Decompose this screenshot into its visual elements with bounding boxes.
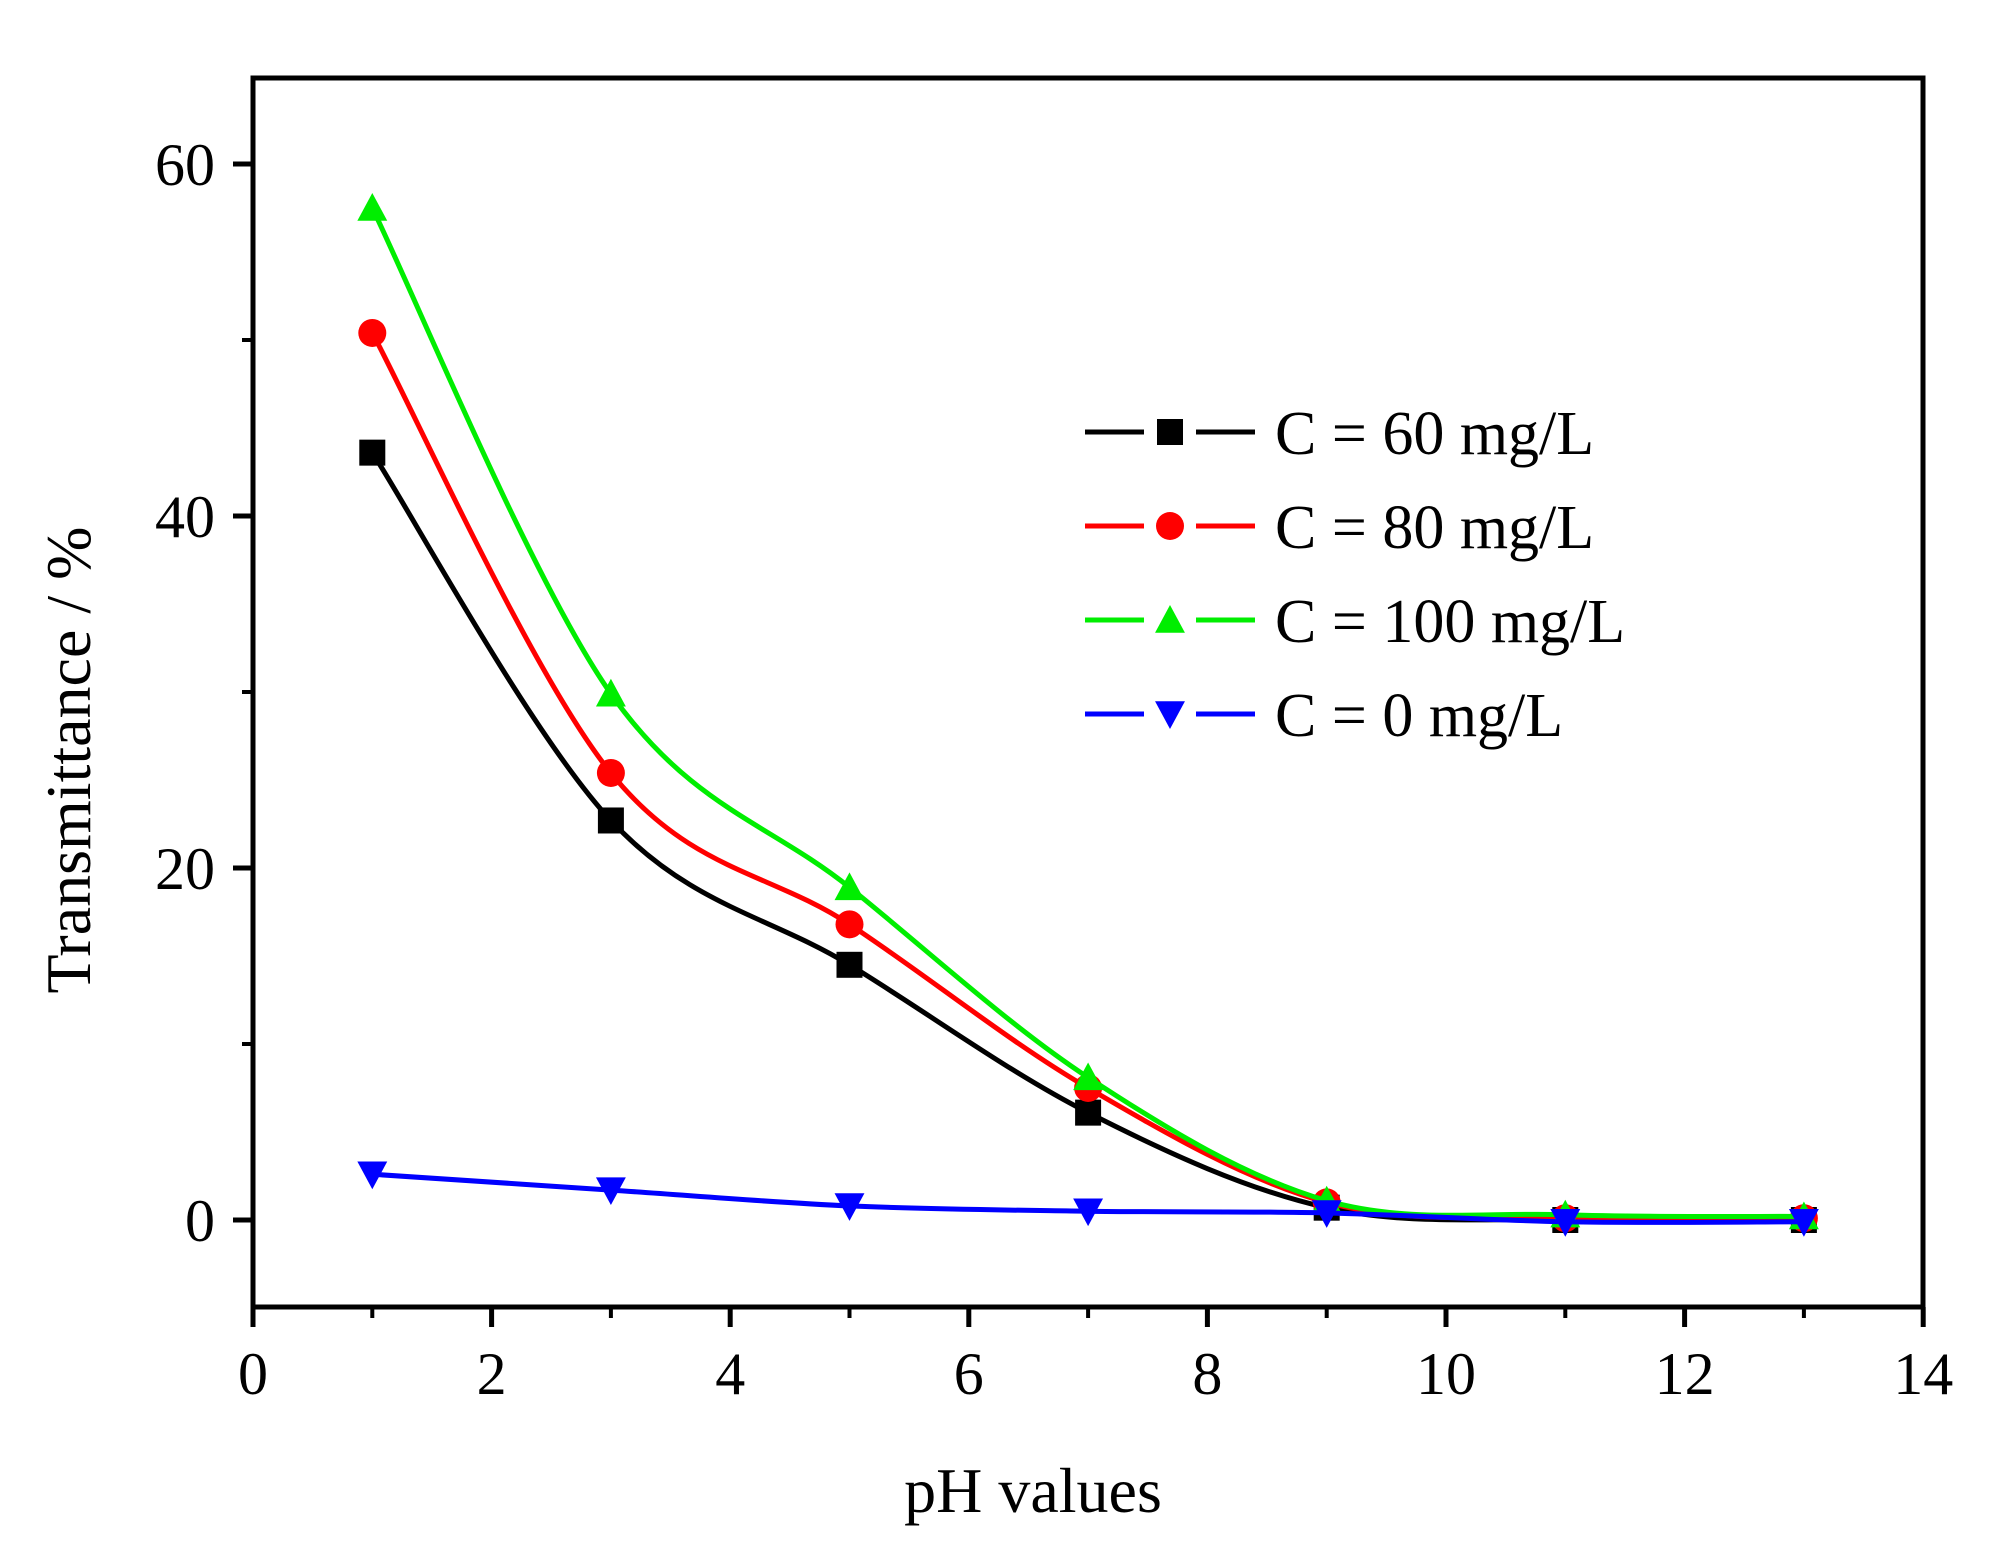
series-group [357, 193, 1819, 1237]
legend-marker-2 [1155, 605, 1185, 633]
series-line-1 [370, 331, 1804, 1222]
x-tick-label-8: 8 [1192, 1341, 1222, 1407]
legend-item-2: C = 100 mg/L [1085, 588, 1625, 656]
y-axis-title: Transmittance / % [33, 527, 104, 994]
data-point-s0-x3 [597, 807, 624, 834]
data-point-s0-x1 [359, 439, 386, 466]
data-point-s1-x3 [596, 758, 625, 787]
y-tick-label-20: 20 [155, 836, 215, 902]
legend: C = 60 mg/L C = 80 mg/L C = 100 mg/L C = 0 … [1085, 400, 1625, 750]
data-point-s0-x7 [1075, 1099, 1102, 1126]
x-tick-label-14: 14 [1893, 1341, 1953, 1407]
legend-marker-3 [1155, 701, 1185, 729]
legend-label-3: C = 0 mg/L [1275, 682, 1563, 750]
legend-item-1: C = 80 mg/L [1085, 494, 1594, 562]
data-point-s2-x1 [357, 193, 388, 221]
legend-item-0: C = 60 mg/L [1085, 400, 1594, 468]
series-1 [358, 318, 1818, 1233]
y-tick-label-40: 40 [155, 484, 215, 550]
series-3 [357, 1161, 1819, 1237]
series-2 [357, 193, 1819, 1230]
data-point-s3-x13 [1788, 1209, 1819, 1237]
data-point-s3-x9 [1311, 1200, 1342, 1228]
data-point-s2-x5 [834, 872, 865, 901]
x-tick-label-2: 2 [477, 1341, 507, 1407]
legend-marker-0 [1157, 419, 1183, 445]
data-point-s1-x5 [835, 910, 864, 939]
legend-item-3: C = 0 mg/L [1085, 682, 1563, 750]
x-tick-label-4: 4 [715, 1341, 745, 1407]
legend-label-0: C = 60 mg/L [1275, 400, 1594, 468]
data-point-s3-x7 [1073, 1198, 1104, 1227]
data-point-s3-x5 [834, 1193, 865, 1221]
data-point-s1-x1 [358, 318, 387, 347]
y-tick-label-0: 0 [185, 1188, 215, 1254]
x-tick-label-6: 6 [954, 1341, 984, 1407]
data-point-s3-x11 [1550, 1209, 1581, 1237]
x-tick-label-12: 12 [1655, 1341, 1715, 1407]
legend-label-1: C = 80 mg/L [1275, 494, 1594, 562]
data-point-s2-x7 [1073, 1062, 1104, 1091]
series-0 [359, 439, 1817, 1233]
x-axis-title: pH values [904, 1455, 1162, 1526]
x-tick-label-10: 10 [1416, 1341, 1476, 1407]
x-tick-label-0: 0 [238, 1341, 268, 1407]
y-axis: 0 20 40 60 [155, 132, 253, 1254]
data-point-s3-x1 [357, 1161, 388, 1190]
legend-marker-1 [1156, 512, 1184, 540]
data-point-s2-x3 [595, 678, 626, 707]
series-line-2 [370, 206, 1804, 1219]
x-axis: 0 2 4 6 8 10 12 14 [238, 1307, 1953, 1407]
y-tick-label-60: 60 [155, 132, 215, 198]
data-point-s0-x5 [836, 951, 863, 978]
legend-label-2: C = 100 mg/L [1275, 588, 1625, 656]
data-point-s3-x3 [595, 1177, 626, 1206]
